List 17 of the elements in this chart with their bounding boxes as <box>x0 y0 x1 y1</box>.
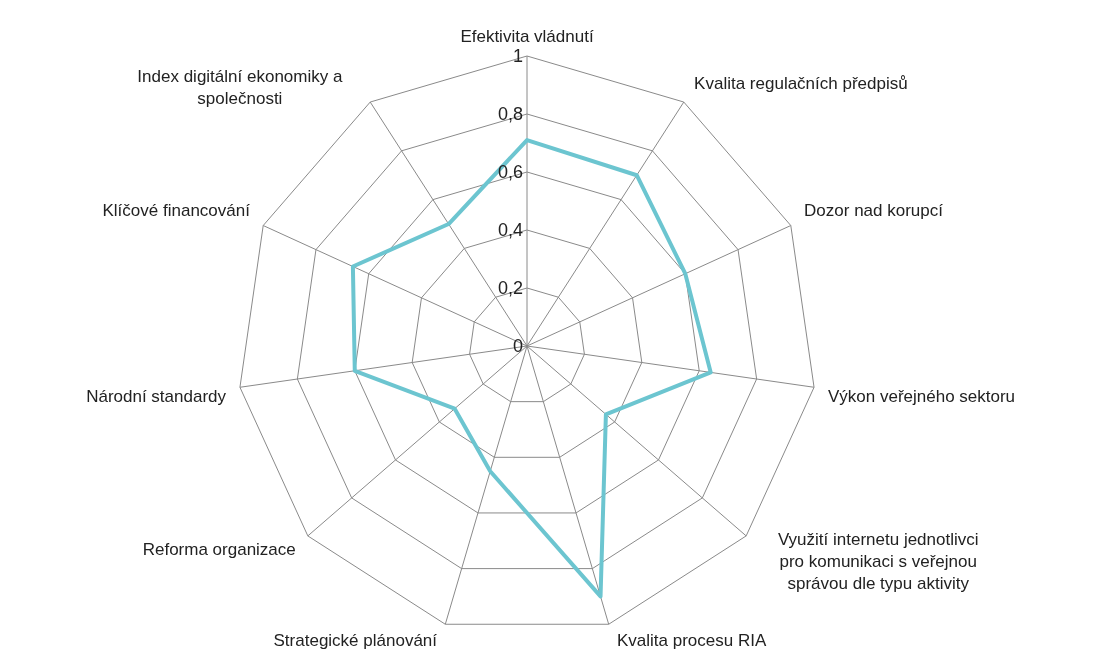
spoke-label: Využití internetu jednotlivci pro komunikaci s veřejnou správou dle typu aktivity <box>777 530 979 594</box>
y-tick-label: 1 <box>512 46 523 66</box>
spoke-label: Strategické plánování <box>273 630 438 650</box>
spoke-label: Klíčové financování <box>102 201 251 221</box>
spoke-label: Výkon veřejného sektoru <box>827 387 1016 407</box>
spoke-label: Dozor nad korupcí <box>804 201 944 221</box>
y-tick-label: 0,2 <box>497 278 523 298</box>
spoke-label: Reforma organizace <box>142 540 296 560</box>
y-tick-label: 0 <box>512 336 523 356</box>
spoke-label: Kvalita procesu RIA <box>616 630 767 650</box>
spoke-label: Index digitální ekonomiky a společnosti <box>137 67 343 109</box>
y-tick-label: 0,6 <box>497 162 523 182</box>
y-tick-label: 0,8 <box>497 104 523 124</box>
y-tick-label: 0,4 <box>497 220 523 240</box>
spoke-label: Efektivita vládnutí <box>460 27 594 46</box>
spoke-label: Národní standardy <box>86 387 227 407</box>
spoke-label: Kvalita regulačních předpisů <box>694 74 908 94</box>
